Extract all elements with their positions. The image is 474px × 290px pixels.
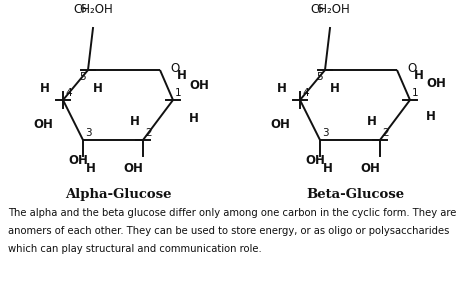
Text: H: H [189, 112, 199, 125]
Text: H: H [86, 162, 96, 175]
Text: OH: OH [270, 118, 290, 131]
Text: 5: 5 [79, 72, 86, 82]
Text: H: H [130, 115, 140, 128]
Text: H: H [177, 69, 187, 82]
Text: OH: OH [33, 118, 53, 131]
Text: H: H [367, 115, 377, 128]
Text: 1: 1 [175, 88, 182, 98]
Text: OH: OH [123, 162, 143, 175]
Text: CH₂OH: CH₂OH [73, 3, 113, 16]
Text: O: O [170, 61, 179, 75]
Text: 4: 4 [302, 88, 309, 98]
Text: H: H [426, 110, 436, 123]
Text: OH: OH [189, 79, 209, 92]
Text: Beta-Glucose: Beta-Glucose [306, 188, 404, 201]
Text: The alpha and the beta glucose differ only among one carbon in the cyclic form. : The alpha and the beta glucose differ on… [8, 208, 456, 218]
Text: anomers of each other. They can be used to store energy, or as oligo or polysacc: anomers of each other. They can be used … [8, 226, 449, 236]
Text: which can play structural and communication role.: which can play structural and communicat… [8, 244, 262, 254]
Text: 5: 5 [316, 72, 323, 82]
Text: 3: 3 [322, 128, 328, 138]
Text: Alpha-Glucose: Alpha-Glucose [65, 188, 171, 201]
Text: H: H [277, 81, 287, 95]
Text: H: H [330, 82, 340, 95]
Text: H: H [93, 82, 103, 95]
Text: OH: OH [68, 154, 88, 167]
Text: OH: OH [360, 162, 380, 175]
Text: OH: OH [426, 77, 446, 90]
Text: 4: 4 [65, 88, 72, 98]
Text: 2: 2 [145, 128, 152, 138]
Text: 6: 6 [317, 4, 323, 14]
Text: H: H [323, 162, 333, 175]
Text: H: H [414, 69, 424, 82]
Text: 1: 1 [412, 88, 419, 98]
Text: 6: 6 [80, 4, 86, 14]
Text: H: H [40, 81, 50, 95]
Text: 3: 3 [85, 128, 91, 138]
Text: CH₂OH: CH₂OH [310, 3, 350, 16]
Text: 2: 2 [382, 128, 389, 138]
Text: OH: OH [305, 154, 325, 167]
Text: O: O [407, 61, 416, 75]
